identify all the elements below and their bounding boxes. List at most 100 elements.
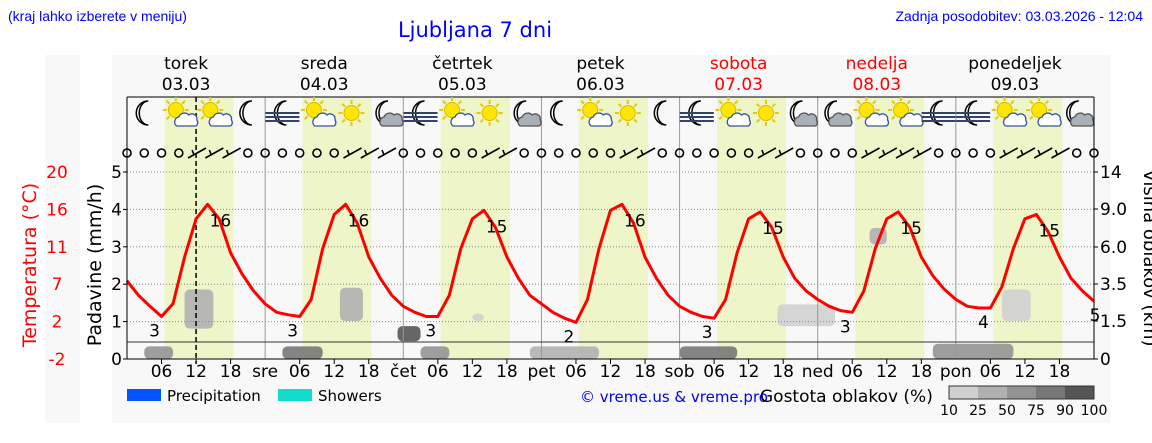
moon-shape: [929, 100, 943, 126]
wind-barb-feather: [225, 149, 230, 156]
wind-barb-feather: [346, 149, 351, 156]
precip-tick: 1: [111, 313, 122, 333]
cloud-shape: [828, 112, 853, 127]
wind-calm-icon: [415, 148, 426, 158]
x-tick-hour: 18: [772, 362, 794, 382]
day-name: četrtek: [432, 54, 493, 74]
sun-cloud-icon: [1026, 97, 1062, 127]
sun-ray: [165, 100, 171, 105]
cloud-shape: [793, 112, 819, 127]
cloud-height-tick: 1.5: [1100, 312, 1127, 332]
temperature-min-label: 5: [1090, 306, 1101, 326]
wind-barb-shaft: [498, 147, 518, 159]
x-tick-hour: 12: [600, 362, 622, 382]
cloud-scale-tick: 75: [1027, 403, 1045, 419]
sun-ray: [856, 115, 861, 120]
wind-barb-feather: [778, 149, 782, 156]
cloud-scale-swatch: [978, 386, 1007, 399]
wind-barb-shaft: [636, 147, 656, 159]
x-tick-hour: 18: [1049, 362, 1071, 382]
cloud-shape: [450, 112, 475, 127]
sun-ray: [617, 118, 623, 123]
sun-disc: [1031, 102, 1048, 118]
sun-ray: [1029, 115, 1034, 120]
precip-tick: 0: [111, 350, 122, 370]
x-tick-hour: 06: [980, 362, 1002, 382]
day-name: sreda: [301, 54, 348, 74]
sun-ray: [165, 115, 171, 120]
wind-barb-feather: [208, 149, 213, 156]
temperature-tick: 7: [52, 275, 63, 295]
sun-ray: [304, 115, 309, 120]
moon-shape: [549, 100, 563, 126]
wind-calm-icon: [329, 148, 340, 158]
wind-barb-shaft: [377, 147, 397, 159]
sun-ray: [580, 115, 585, 120]
temperature-tick: -2: [49, 350, 66, 370]
copyright-link[interactable]: © vreme.us & vreme.pro: [580, 388, 768, 406]
cloud-shape: [208, 112, 233, 127]
temperature-max-label: 16: [624, 211, 646, 231]
day-date: 08.03: [852, 75, 901, 95]
wind-calm-icon: [519, 148, 529, 158]
cloud-height-tick: 3.5: [1100, 275, 1127, 295]
wind-calm-icon: [812, 148, 823, 158]
x-tick-hour: 06: [703, 362, 725, 382]
wind-barb-icon: [878, 147, 898, 159]
wind-calm-icon: [674, 148, 685, 158]
sun-ray: [994, 100, 1000, 105]
wind-calm-icon: [243, 148, 253, 158]
wind-calm-icon: [588, 148, 599, 158]
wind-calm-icon: [830, 148, 840, 158]
temperature-max-label: 16: [210, 211, 232, 231]
wind-barb-shaft: [895, 147, 915, 159]
x-tick-hour: 18: [220, 362, 242, 382]
wind-barb-icon: [619, 147, 639, 159]
temperature-max-label: 15: [1038, 222, 1060, 242]
sun-ray: [906, 100, 911, 105]
wind-calm-icon: [467, 148, 478, 158]
cloud-scale-border: [948, 385, 1095, 400]
cloud-height-tick: 0: [1100, 350, 1111, 370]
x-tick-hour: 18: [496, 362, 518, 382]
cloud-shape: [588, 112, 613, 127]
wind-barb-feather: [191, 149, 195, 156]
moon-cloud-icon: [824, 100, 853, 127]
sun-ray: [479, 103, 484, 108]
wind-barb-icon: [481, 147, 501, 159]
wind-calm-icon: [277, 148, 288, 158]
sun-ray: [617, 103, 623, 108]
sun-ray: [357, 118, 362, 123]
x-tick-hour: 18: [358, 362, 380, 382]
precip-tick: 2: [111, 275, 122, 295]
temperature-min-label: 3: [149, 322, 160, 342]
sun-cloud-icon: [853, 97, 890, 127]
cloud-patch: [282, 346, 323, 359]
wind-calm-icon: [985, 148, 996, 158]
temperature-axis-label: Temperatura (°C): [19, 183, 41, 348]
wind-calm-icon: [156, 148, 167, 158]
sun-disc: [444, 102, 461, 118]
moon-icon: [549, 100, 563, 126]
moon-cloud-icon: [789, 100, 819, 127]
sun-icon: [614, 100, 641, 126]
wind-barb-feather: [864, 149, 869, 156]
temperature-max-label: 15: [486, 217, 508, 237]
sun-disc: [720, 102, 737, 118]
day-name: torek: [164, 54, 208, 74]
cloud-scale-swatch: [1065, 386, 1094, 399]
wind-barb-shaft: [222, 147, 241, 159]
sun-ray: [304, 100, 309, 105]
x-tick-hour: 18: [634, 362, 656, 382]
sun-ray: [341, 103, 346, 108]
wind-barb-icon: [498, 147, 518, 159]
day-date: 04.03: [300, 75, 349, 95]
x-tick-hour: 06: [565, 362, 587, 382]
day-date: 07.03: [714, 75, 763, 95]
location-hint[interactable]: (kraj lahko izberete v meniju): [8, 8, 187, 24]
sun-ray: [771, 103, 776, 108]
sun-ray: [442, 100, 447, 105]
day-date: 05.03: [438, 75, 487, 95]
cloud-shape: [864, 112, 890, 127]
